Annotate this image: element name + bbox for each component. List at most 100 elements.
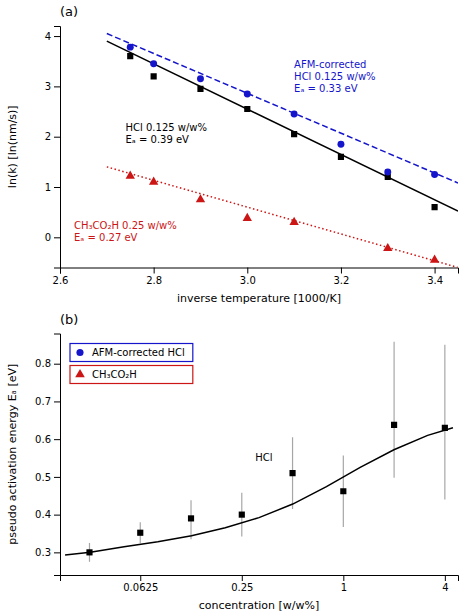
tick-label: 2.6 <box>53 275 69 286</box>
tick: 3.2 <box>333 268 349 286</box>
tick-mark <box>54 364 60 365</box>
tick: 0 <box>45 232 60 243</box>
annotation: CH₃CO₂H 0.25 w/w%Eₐ = 0.27 eV <box>74 220 177 243</box>
point <box>430 255 439 263</box>
line <box>65 428 453 555</box>
tick: 4 <box>45 31 60 42</box>
tick-mark <box>54 86 60 87</box>
point <box>289 217 298 225</box>
line <box>107 34 458 183</box>
x-axis-title: inverse temperature [1000/K] <box>177 292 341 305</box>
tick-label: 3 <box>45 81 51 92</box>
tick-mark <box>247 268 248 274</box>
tick: 0.5 <box>35 472 60 483</box>
legend-item: CH₃CO₂H <box>70 366 193 384</box>
y-axis-line <box>54 27 61 269</box>
point <box>338 154 344 160</box>
panel: 0.06250.25140.30.40.50.60.70.8concentrat… <box>6 312 459 613</box>
point <box>432 204 438 210</box>
tick-mark <box>54 401 60 402</box>
tick-mark <box>154 268 155 274</box>
tick-label: 0.3 <box>35 547 51 558</box>
tick-label: 0.5 <box>35 472 51 483</box>
point <box>127 44 134 51</box>
tick-mark <box>54 552 60 553</box>
x-axis-line <box>61 268 459 274</box>
plot-area <box>107 34 458 268</box>
chart: 2.62.83.03.23.401234inverse temperature … <box>0 0 474 615</box>
tick: 3.4 <box>427 268 443 286</box>
point <box>383 243 392 251</box>
point <box>243 213 252 221</box>
legend-symbol <box>75 369 85 377</box>
tick-mark <box>435 268 436 274</box>
tick-mark <box>242 575 243 581</box>
legend-label: CH₃CO₂H <box>92 369 137 380</box>
point <box>149 177 158 185</box>
y-axis-title: ln(k) [ln(nm/s)] <box>6 105 19 188</box>
point <box>289 470 295 476</box>
tick: 1 <box>45 182 60 193</box>
tick-label: 4 <box>45 31 51 42</box>
point <box>384 168 391 175</box>
point <box>244 106 250 112</box>
point <box>340 488 346 494</box>
legend-box <box>70 366 193 384</box>
tick-mark <box>54 477 60 478</box>
tick-label: 2.8 <box>146 275 162 286</box>
tick: 3 <box>45 81 60 92</box>
point <box>431 171 438 178</box>
tick-mark <box>54 237 60 238</box>
y-axis-title: pseudo activation energy Eₐ [eV] <box>6 364 19 545</box>
tick-label: 0.4 <box>35 509 51 520</box>
point <box>244 90 251 97</box>
error-bar <box>393 342 394 478</box>
tick-mark <box>343 575 344 581</box>
point <box>151 73 157 79</box>
tick-mark <box>54 36 60 37</box>
point <box>197 86 203 92</box>
tick-mark <box>54 187 60 188</box>
line <box>107 167 458 268</box>
tick: 0.4 <box>35 509 60 520</box>
tick-label: 0.7 <box>35 396 51 407</box>
tick-label: 1 <box>45 182 51 193</box>
tick-label: 3.0 <box>240 275 256 286</box>
tick: 3.0 <box>240 268 256 286</box>
tick: 0.25 <box>231 575 253 593</box>
point <box>126 171 135 179</box>
point <box>127 53 133 59</box>
panel: 2.62.83.03.23.401234inverse temperature … <box>6 4 459 305</box>
tick-label: 1 <box>341 582 347 593</box>
y-axis: 01234 <box>45 27 61 269</box>
point <box>188 515 194 521</box>
point <box>197 75 204 82</box>
tick-label: 0.8 <box>35 358 51 369</box>
x-axis-line <box>61 576 459 582</box>
x-axis-title: concentration [w/w%] <box>199 599 319 612</box>
title: (b) <box>60 312 78 327</box>
point <box>196 194 205 202</box>
point <box>291 111 298 118</box>
tick-label: 0 <box>45 232 51 243</box>
tick-label: 0.25 <box>231 582 253 593</box>
point <box>150 60 157 67</box>
tick: 0.0625 <box>123 575 158 593</box>
point <box>137 530 143 536</box>
tick-mark <box>140 575 141 581</box>
legend-symbol <box>76 349 83 356</box>
tick: 1 <box>341 575 347 593</box>
tick-label: 3.2 <box>333 275 349 286</box>
y-axis: 0.3 0.4 0.5 0.6 0.7 0.8 <box>35 334 60 576</box>
tick: 2.8 <box>146 268 162 286</box>
point <box>337 141 344 148</box>
tick-label: 0.0625 <box>123 582 158 593</box>
tick-label: 0.6 <box>35 434 51 445</box>
legend-box <box>70 344 193 362</box>
point <box>86 549 92 555</box>
tick-mark <box>54 137 60 138</box>
y-axis-line <box>54 334 61 576</box>
tick-mark <box>341 268 342 274</box>
point <box>442 425 448 431</box>
legend-item: AFM-corrected HCl <box>70 344 193 362</box>
